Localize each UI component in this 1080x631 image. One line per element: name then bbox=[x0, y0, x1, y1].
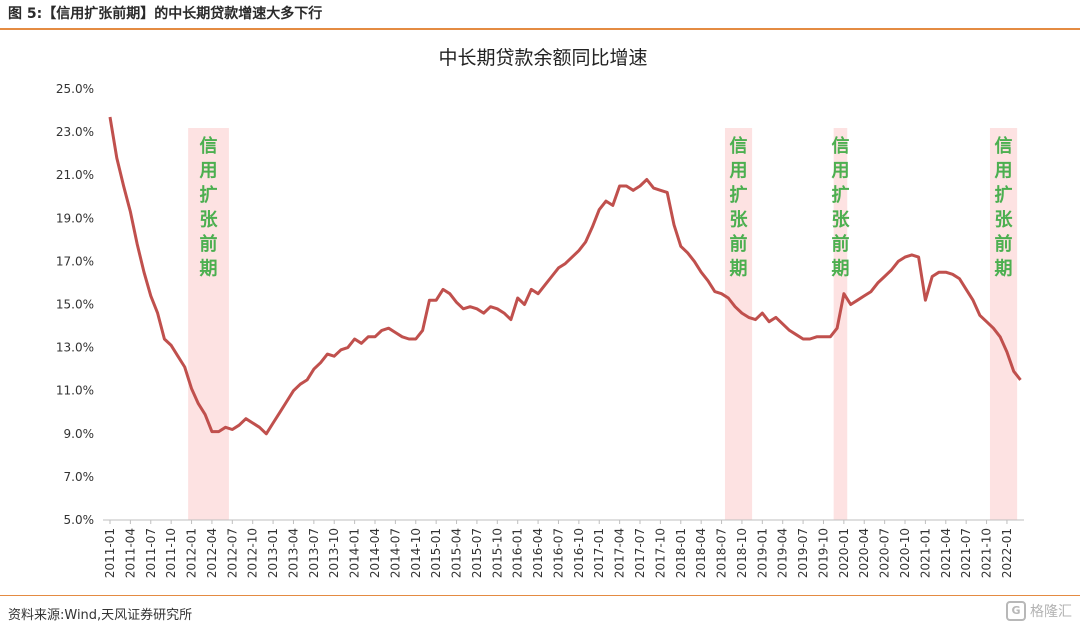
x-tick-label: 2013-07 bbox=[307, 528, 321, 578]
x-tick-label: 2018-04 bbox=[694, 528, 708, 578]
x-tick-label: 2014-01 bbox=[348, 528, 362, 578]
x-tick-label: 2021-04 bbox=[939, 528, 953, 578]
x-tick-label: 2015-10 bbox=[490, 528, 504, 578]
watermark-logo-icon: G bbox=[1006, 601, 1026, 621]
y-tick-label: 7.0% bbox=[64, 470, 95, 484]
x-tick-label: 2020-10 bbox=[898, 528, 912, 578]
y-tick-label: 19.0% bbox=[56, 211, 94, 225]
shaded-period-2 bbox=[724, 128, 753, 520]
y-tick-label: 11.0% bbox=[56, 384, 94, 398]
y-tick-label: 9.0% bbox=[64, 427, 95, 441]
x-tick-label: 2020-07 bbox=[878, 528, 892, 578]
chart-title: 中长期贷款余额同比增速 bbox=[438, 47, 647, 69]
shaded-period-label-4: 信用扩张前期 bbox=[995, 135, 1014, 280]
y-tick-label: 15.0% bbox=[56, 298, 94, 312]
x-tick-label: 2017-10 bbox=[653, 528, 667, 578]
x-tick-label: 2011-01 bbox=[103, 528, 117, 578]
x-tick-label: 2016-01 bbox=[511, 528, 525, 578]
x-tick-label: 2022-01 bbox=[1000, 528, 1014, 578]
y-tick-label: 13.0% bbox=[56, 341, 94, 355]
x-tick-label: 2013-10 bbox=[327, 528, 341, 578]
y-tick-label: 25.0% bbox=[56, 82, 94, 96]
x-tick-label: 2017-07 bbox=[633, 528, 647, 578]
line-chart: 中长期贷款余额同比增速 信用扩张前期 信用扩张前期 信用扩张前期 信用扩张前期 5.0… bbox=[56, 47, 1024, 578]
y-tick-label: 17.0% bbox=[56, 254, 94, 268]
bottom-divider bbox=[0, 595, 1080, 596]
x-tick-label: 2016-07 bbox=[551, 528, 565, 578]
x-tick-label: 2015-01 bbox=[429, 528, 443, 578]
x-tick-label: 2018-01 bbox=[674, 528, 688, 578]
x-tick-label: 2012-04 bbox=[205, 528, 219, 578]
x-tick-label: 2012-07 bbox=[225, 528, 239, 578]
x-tick-label: 2019-01 bbox=[755, 528, 769, 578]
y-tick-label: 21.0% bbox=[56, 168, 94, 182]
x-tick-label: 2017-01 bbox=[592, 528, 606, 578]
x-tick-label: 2019-10 bbox=[816, 528, 830, 578]
x-tick-label: 2014-04 bbox=[368, 528, 382, 578]
series-line bbox=[108, 116, 1022, 436]
x-tick-label: 2016-10 bbox=[572, 528, 586, 578]
x-tick-label: 2018-10 bbox=[735, 528, 749, 578]
x-tick-label: 2013-01 bbox=[266, 528, 280, 578]
x-tick-label: 2014-07 bbox=[388, 528, 402, 578]
source-note: 资料来源:Wind,天风证券研究所 bbox=[8, 608, 193, 623]
x-tick-label: 2012-10 bbox=[246, 528, 260, 578]
shaded-period-4 bbox=[989, 128, 1018, 520]
x-tick-label: 2018-07 bbox=[715, 528, 729, 578]
shaded-period-1 bbox=[188, 128, 229, 520]
x-tick-label: 2017-04 bbox=[613, 528, 627, 578]
x-tick-label: 2021-07 bbox=[959, 528, 973, 578]
x-tick-label: 2011-10 bbox=[164, 528, 178, 578]
x-tick-label: 2012-01 bbox=[185, 528, 199, 578]
x-tick-label: 2015-04 bbox=[450, 528, 464, 578]
x-tick-label: 2020-04 bbox=[857, 528, 871, 578]
top-divider bbox=[0, 28, 1080, 30]
x-tick-label: 2011-04 bbox=[123, 528, 137, 578]
x-tick-label: 2016-04 bbox=[531, 528, 545, 578]
x-tick-label: 2021-10 bbox=[980, 528, 994, 578]
x-tick-label: 2021-01 bbox=[918, 528, 932, 578]
shaded-periods: 信用扩张前期 信用扩张前期 信用扩张前期 信用扩张前期 bbox=[188, 128, 1018, 520]
watermark-text: 格隆汇 bbox=[1030, 604, 1072, 620]
y-tick-label: 23.0% bbox=[56, 125, 94, 139]
x-tick-label: 2015-07 bbox=[470, 528, 484, 578]
shaded-period-label-1: 信用扩张前期 bbox=[200, 135, 219, 280]
y-tick-label: 5.0% bbox=[64, 513, 95, 527]
shaded-period-label-3: 信用扩张前期 bbox=[831, 135, 850, 280]
x-tick-label: 2014-10 bbox=[409, 528, 423, 578]
shaded-period-label-2: 信用扩张前期 bbox=[730, 135, 749, 280]
x-axis: 2011-01 2011-04 2011-07 2011-10 2012-01 2012-… bbox=[103, 520, 1014, 578]
figure-label: 图 5:【信用扩张前期】的中长期贷款增速大多下行 bbox=[8, 6, 323, 22]
x-tick-label: 2011-07 bbox=[144, 528, 158, 578]
shaded-period-3 bbox=[833, 128, 848, 520]
x-tick-label: 2013-04 bbox=[286, 528, 300, 578]
watermark: G 格隆汇 bbox=[1006, 601, 1072, 621]
y-axis: 5.0% 7.0% 9.0% 11.0% 13.0% 15.0% 17.0% 19.0% 21.… bbox=[56, 82, 94, 527]
x-tick-label: 2020-01 bbox=[837, 528, 851, 578]
x-tick-label: 2019-04 bbox=[776, 528, 790, 578]
x-tick-label: 2019-07 bbox=[796, 528, 810, 578]
